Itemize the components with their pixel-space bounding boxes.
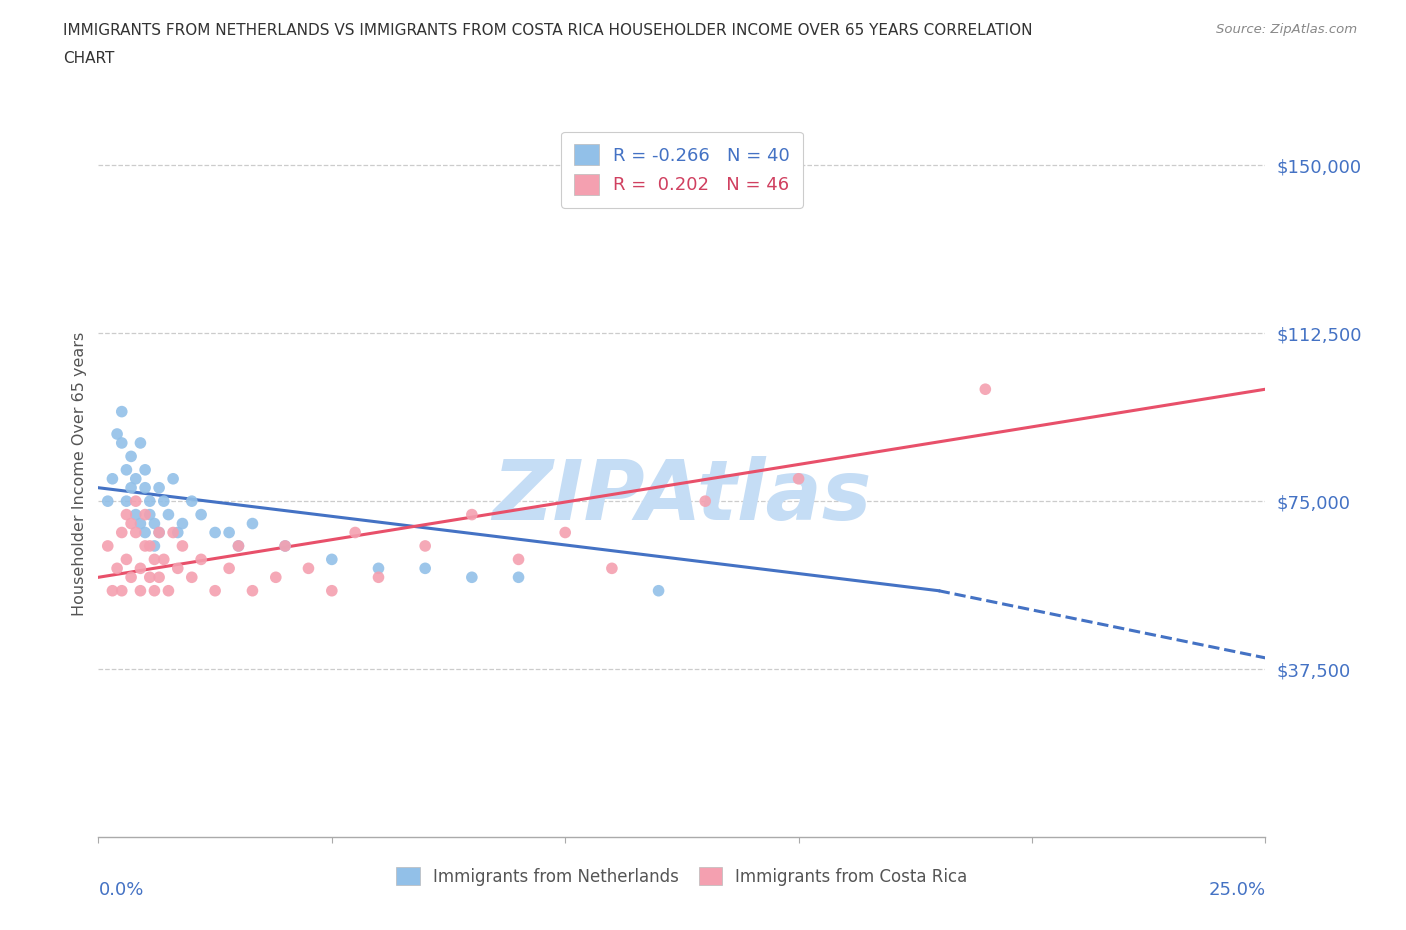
Point (242, 583, 264, 598)
Point (120, 516, 142, 531)
Point (166, 561, 188, 576)
Point (143, 516, 166, 531)
Point (204, 583, 226, 598)
Point (120, 480, 142, 495)
Text: CHART: CHART (63, 51, 115, 66)
Point (148, 480, 170, 495)
Point (228, 538, 250, 553)
Point (125, 525, 148, 540)
Point (115, 462, 138, 477)
Point (218, 525, 240, 540)
Point (228, 538, 250, 553)
Point (554, 525, 576, 540)
Point (111, 405, 134, 419)
Point (152, 494, 174, 509)
Y-axis label: Householder Income Over 65 years: Householder Income Over 65 years (72, 332, 87, 617)
Point (162, 525, 184, 540)
Point (344, 525, 367, 540)
Point (508, 551, 530, 566)
Point (97, 494, 120, 509)
Point (297, 561, 319, 576)
Point (180, 570, 202, 585)
Point (120, 570, 142, 585)
Point (148, 525, 170, 540)
Point (180, 494, 202, 509)
Point (162, 472, 184, 486)
Point (129, 583, 152, 598)
Point (508, 570, 530, 585)
Point (125, 507, 148, 522)
Point (274, 538, 297, 553)
Point (139, 494, 162, 509)
Point (274, 538, 297, 553)
Point (413, 538, 436, 553)
Point (264, 570, 287, 585)
Point (101, 583, 124, 598)
Point (218, 561, 240, 576)
Point (157, 507, 180, 522)
Point (321, 583, 343, 598)
Point (190, 551, 212, 566)
Point (134, 507, 156, 522)
Point (461, 570, 484, 585)
Point (143, 551, 166, 566)
Point (152, 551, 174, 566)
Point (242, 516, 264, 531)
Point (172, 538, 194, 553)
Point (105, 427, 128, 442)
Point (787, 472, 810, 486)
Text: Source: ZipAtlas.com: Source: ZipAtlas.com (1216, 23, 1357, 36)
Point (115, 551, 138, 566)
Point (204, 525, 226, 540)
Legend: Immigrants from Netherlands, Immigrants from Costa Rica: Immigrants from Netherlands, Immigrants … (388, 859, 976, 894)
Point (461, 507, 484, 522)
Point (367, 561, 389, 576)
Point (134, 525, 156, 540)
Point (139, 538, 162, 553)
Point (647, 583, 669, 598)
Point (157, 583, 180, 598)
Text: 0.0%: 0.0% (98, 881, 143, 898)
Point (129, 435, 152, 450)
Point (143, 583, 166, 598)
Point (143, 538, 166, 553)
Point (115, 494, 138, 509)
Point (125, 494, 148, 509)
Point (134, 462, 156, 477)
Point (695, 494, 717, 509)
Point (105, 561, 128, 576)
Point (321, 551, 343, 566)
Point (125, 472, 148, 486)
Point (139, 570, 162, 585)
Point (129, 516, 152, 531)
Text: 25.0%: 25.0% (1208, 881, 1265, 898)
Point (134, 480, 156, 495)
Point (111, 435, 134, 450)
Point (148, 525, 170, 540)
Point (120, 449, 142, 464)
Point (129, 561, 152, 576)
Point (974, 382, 997, 397)
Point (111, 583, 134, 598)
Point (97, 538, 120, 553)
Point (172, 516, 194, 531)
Point (166, 525, 188, 540)
Point (111, 525, 134, 540)
Text: IMMIGRANTS FROM NETHERLANDS VS IMMIGRANTS FROM COSTA RICA HOUSEHOLDER INCOME OVE: IMMIGRANTS FROM NETHERLANDS VS IMMIGRANT… (63, 23, 1033, 38)
Point (134, 538, 156, 553)
Point (139, 507, 162, 522)
Point (148, 570, 170, 585)
Point (101, 472, 124, 486)
Text: ZIPAtlas: ZIPAtlas (492, 456, 872, 537)
Point (367, 570, 389, 585)
Point (413, 561, 436, 576)
Point (190, 507, 212, 522)
Point (115, 507, 138, 522)
Point (600, 561, 623, 576)
